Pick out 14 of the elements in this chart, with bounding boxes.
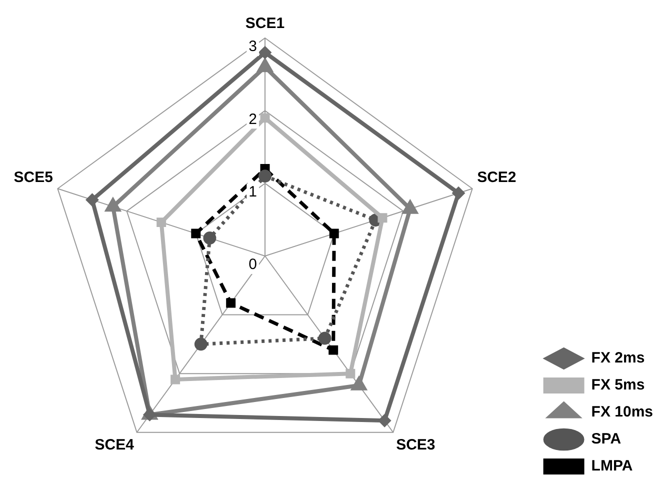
spoke-label: SCE3	[396, 436, 436, 454]
spoke-label: SCE2	[477, 169, 516, 186]
y-tick-label: 1	[248, 183, 257, 200]
legend-label: FX 5ms	[591, 376, 645, 394]
legend-label: FX 2ms	[591, 350, 645, 367]
legend-label: LMPA	[591, 458, 633, 475]
spoke-label: SCE4	[94, 436, 135, 454]
y-tick-label: 0	[248, 256, 257, 274]
legend-label: FX 10ms	[591, 404, 654, 421]
spoke-label: SCE5	[14, 169, 53, 186]
y-tick-label: 2	[248, 110, 257, 128]
y-tick-label: 3	[248, 38, 257, 56]
legend-label: SPA	[591, 430, 622, 448]
spoke-label: SCE1	[245, 15, 285, 32]
